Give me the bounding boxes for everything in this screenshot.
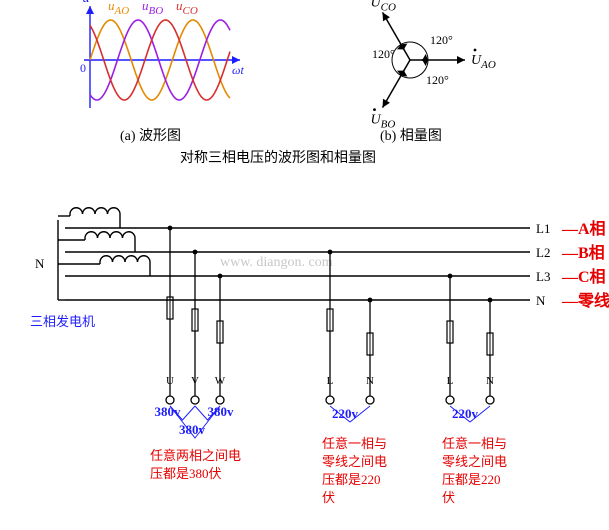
- svg-text:UBO: UBO: [371, 113, 396, 131]
- svg-text:380v: 380v: [155, 404, 182, 419]
- svg-text:L3: L3: [536, 269, 550, 284]
- svg-text:(b) 相量图: (b) 相量图: [380, 128, 442, 144]
- svg-text:零线之间电: 零线之间电: [322, 454, 387, 469]
- svg-text:L1: L1: [536, 221, 550, 236]
- svg-text:伏: 伏: [442, 490, 455, 505]
- svg-text:120°: 120°: [372, 47, 395, 61]
- svg-text:L: L: [327, 375, 334, 387]
- svg-text:120°: 120°: [430, 33, 453, 47]
- svg-text:—零线: —零线: [561, 291, 609, 310]
- svg-text:120°: 120°: [426, 73, 449, 87]
- svg-text:对称三相电压的波形图和相量图: 对称三相电压的波形图和相量图: [180, 150, 376, 166]
- svg-text:零线之间电: 零线之间电: [442, 454, 507, 469]
- svg-text:—B相: —B相: [561, 243, 605, 262]
- svg-text:220v: 220v: [452, 406, 479, 421]
- svg-text:ωt: ωt: [232, 63, 244, 77]
- svg-text:N: N: [366, 375, 374, 387]
- svg-text:—C相: —C相: [561, 267, 606, 286]
- svg-text:N: N: [536, 293, 546, 308]
- svg-text:任意一相与: 任意一相与: [322, 436, 387, 451]
- svg-text:U: U: [166, 375, 174, 387]
- svg-text:三相发电机: 三相发电机: [30, 314, 95, 329]
- svg-text:uAO: uAO: [108, 0, 129, 17]
- svg-text:N: N: [35, 256, 45, 271]
- svg-text:—A相: —A相: [561, 219, 606, 238]
- svg-text:uCO: uCO: [176, 0, 198, 17]
- svg-text:压都是220: 压都是220: [442, 472, 501, 487]
- svg-text:(a) 波形图: (a) 波形图: [120, 128, 181, 144]
- svg-text:V: V: [191, 375, 199, 387]
- svg-text:UCO: UCO: [371, 0, 396, 13]
- svg-text:u: u: [83, 0, 90, 6]
- svg-text:0: 0: [80, 61, 86, 75]
- svg-text:uBO: uBO: [142, 0, 163, 17]
- svg-text:任意两相之间电: 任意两相之间电: [150, 448, 241, 463]
- svg-text:www. diangon. com: www. diangon. com: [220, 255, 333, 270]
- svg-text:伏: 伏: [322, 490, 335, 505]
- svg-text:N: N: [486, 375, 494, 387]
- svg-text:压都是380伏: 压都是380伏: [150, 466, 222, 481]
- svg-text:L2: L2: [536, 245, 550, 260]
- svg-text:压都是220: 压都是220: [322, 472, 381, 487]
- svg-text:任意一相与: 任意一相与: [442, 436, 507, 451]
- svg-text:220v: 220v: [332, 406, 359, 421]
- svg-text:W: W: [215, 375, 226, 387]
- svg-text:UAO: UAO: [471, 53, 496, 71]
- svg-text:L: L: [447, 375, 454, 387]
- figure-root: u ωt 0 uAO uBO uCO 120° 120° 120° UAO UBO UCO (a) 波形…: [0, 0, 609, 530]
